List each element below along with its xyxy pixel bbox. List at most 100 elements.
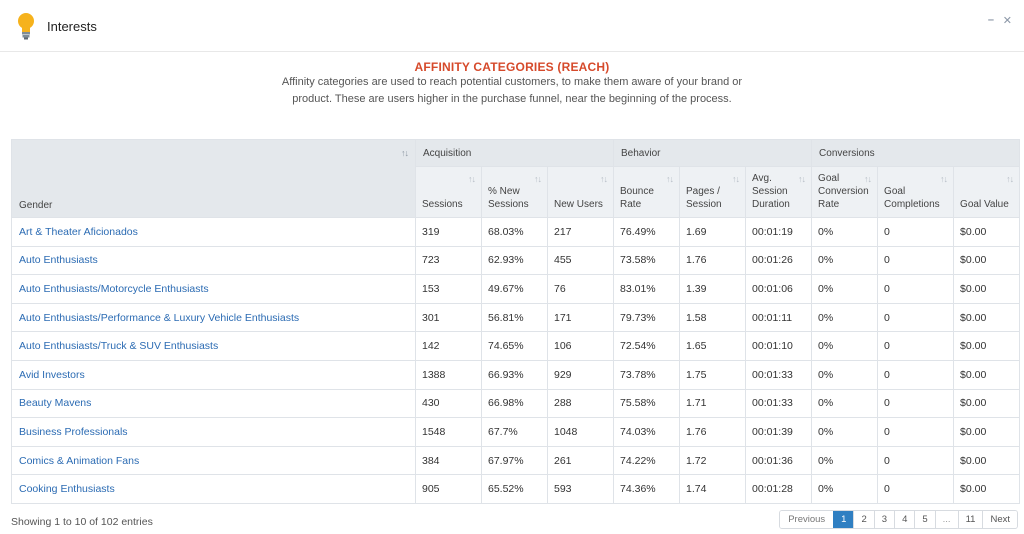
column-header-pages-session[interactable]: ↑↓ Pages / Session	[679, 166, 747, 218]
sort-icon[interactable]: ↑↓	[864, 174, 872, 184]
table-cell: 106	[546, 331, 615, 361]
table-cell: 67.97%	[481, 445, 548, 476]
sort-icon[interactable]: ↑↓	[401, 148, 409, 158]
table-cell: $0.00	[953, 388, 1021, 419]
category-link[interactable]: Auto Enthusiasts	[11, 245, 416, 276]
table-cell: 1.65	[679, 331, 747, 361]
table-cell: 00:01:06	[745, 274, 813, 304]
minimize-icon[interactable]: –	[987, 14, 994, 26]
table-cell: 56.81%	[481, 302, 548, 333]
table-cell: 142	[415, 331, 482, 361]
table-row: Auto Enthusiasts/Truck & SUV Enthusiasts…	[11, 331, 1021, 361]
entries-info: Showing 1 to 10 of 102 entries	[11, 516, 153, 528]
sort-icon[interactable]: ↑↓	[534, 174, 542, 184]
category-link[interactable]: Auto Enthusiasts/Performance & Luxury Ve…	[11, 302, 416, 333]
sort-icon[interactable]: ↑↓	[1006, 174, 1014, 184]
table-row: Cooking Enthusiasts 905 65.52% 593 74.36% 1.7…	[11, 474, 1021, 504]
table-cell: 0%	[811, 302, 879, 333]
column-header-goal-conversion-rate[interactable]: ↑↓ Goal Conversion Rate	[811, 166, 879, 218]
page-button[interactable]: 4	[894, 511, 915, 528]
sort-icon[interactable]: ↑↓	[940, 174, 948, 184]
table-cell: 65.52%	[481, 474, 548, 504]
column-header-goal-value[interactable]: ↑↓ Goal Value	[953, 166, 1021, 218]
table-cell: 00:01:33	[745, 388, 813, 419]
column-header-sessions[interactable]: ↑↓ Sessions	[415, 166, 482, 218]
column-header-bounce-rate[interactable]: ↑↓ Bounce Rate	[613, 166, 681, 218]
interests-table: ↑↓ Gender Acquisition Behavior Conversio…	[11, 139, 1021, 504]
table-cell: 0%	[811, 274, 879, 304]
table-cell: 1048	[546, 417, 615, 447]
table-row: Comics & Animation Fans 384 67.97% 261 74.22…	[11, 445, 1021, 476]
table-cell: $0.00	[953, 274, 1021, 304]
table-cell: $0.00	[953, 359, 1021, 390]
table-cell: 0%	[811, 245, 879, 276]
table-cell: 0	[877, 331, 955, 361]
table-cell: 301	[415, 302, 482, 333]
table-cell: 153	[415, 274, 482, 304]
table-cell: 0	[877, 245, 955, 276]
pagination: Previous 1 2 3 4 5... 11 Next	[779, 510, 1018, 529]
column-header-new-sessions[interactable]: ↑↓% New Sessions	[481, 166, 548, 218]
table-cell: 0	[877, 474, 955, 504]
table-cell: 929	[546, 359, 615, 390]
table-cell: 1.72	[679, 445, 747, 476]
page-button[interactable]: 1	[833, 511, 854, 528]
table-cell: $0.00	[953, 445, 1021, 476]
group-acquisition: Acquisition	[414, 139, 615, 167]
table-cell: 72.54%	[613, 331, 681, 361]
table-cell: 1.69	[679, 217, 747, 247]
table-cell: 00:01:39	[745, 417, 813, 447]
category-link[interactable]: Cooking Enthusiasts	[11, 474, 416, 504]
table-cell: 00:01:10	[745, 331, 813, 361]
table-cell: 73.78%	[613, 359, 681, 390]
close-icon[interactable]: ✕	[1002, 15, 1012, 27]
table-cell: 00:01:26	[745, 245, 813, 276]
table-row: Art & Theater Aficionados 319 68.03% 217 76.…	[11, 217, 1021, 247]
next-button[interactable]: Next	[982, 511, 1017, 528]
table-row: Beauty Mavens 430 66.98% 288 75.58% 1.71 00:01…	[11, 388, 1021, 419]
page-button[interactable]: 2	[853, 511, 874, 528]
table-cell: 74.36%	[613, 474, 681, 504]
column-header-goal-completions[interactable]: ↑↓ Goal Completions	[877, 166, 955, 218]
table-cell: 74.65%	[481, 331, 548, 361]
table-cell: 0	[877, 388, 955, 419]
table-cell: $0.00	[953, 302, 1021, 333]
table-cell: 288	[546, 388, 615, 419]
sort-icon[interactable]: ↑↓	[600, 174, 608, 184]
column-header-avg-duration[interactable]: ↑↓ Avg. Session Duration	[745, 166, 813, 218]
sort-icon[interactable]: ↑↓	[666, 174, 674, 184]
table-cell: 66.98%	[481, 388, 548, 419]
table-cell: $0.00	[953, 217, 1021, 247]
table-cell: 171	[546, 302, 615, 333]
sort-icon[interactable]: ↑↓	[732, 174, 740, 184]
table-cell: 74.03%	[613, 417, 681, 447]
group-conversions: Conversions	[811, 139, 1021, 167]
table-cell: $0.00	[953, 331, 1021, 361]
sort-icon[interactable]: ↑↓	[468, 174, 476, 184]
page-button[interactable]: 5	[914, 511, 935, 528]
category-link[interactable]: Comics & Animation Fans	[11, 445, 416, 476]
category-link[interactable]: Auto Enthusiasts/Truck & SUV Enthusiasts	[11, 331, 416, 361]
category-link[interactable]: Art & Theater Aficionados	[11, 217, 416, 247]
table-cell: 261	[546, 445, 615, 476]
table-cell: 00:01:11	[745, 302, 813, 333]
table-cell: 00:01:36	[745, 445, 813, 476]
table-cell: 73.58%	[613, 245, 681, 276]
previous-button[interactable]: Previous	[780, 511, 834, 528]
table-cell: 00:01:19	[745, 217, 813, 247]
column-header-new-users[interactable]: ↑↓ New Users	[546, 166, 615, 218]
table-cell: 1.58	[679, 302, 747, 333]
category-link[interactable]: Business Professionals	[11, 417, 416, 447]
table-cell: 0	[877, 274, 955, 304]
category-link[interactable]: Beauty Mavens	[11, 388, 416, 419]
category-link[interactable]: Auto Enthusiasts/Motorcycle Enthusiasts	[11, 274, 416, 304]
table-row: Auto Enthusiasts/Motorcycle Enthusiasts 1…	[11, 274, 1021, 304]
category-link[interactable]: Avid Investors	[11, 359, 416, 390]
page-button[interactable]: 3	[873, 511, 895, 528]
page-button[interactable]: 11	[957, 511, 983, 528]
table-cell: 00:01:33	[745, 359, 813, 390]
table-cell: 1.71	[679, 388, 747, 419]
column-header-gender[interactable]: ↑↓ Gender	[11, 139, 416, 218]
sort-icon[interactable]: ↑↓	[798, 174, 806, 184]
table-cell: 1.76	[679, 417, 747, 447]
